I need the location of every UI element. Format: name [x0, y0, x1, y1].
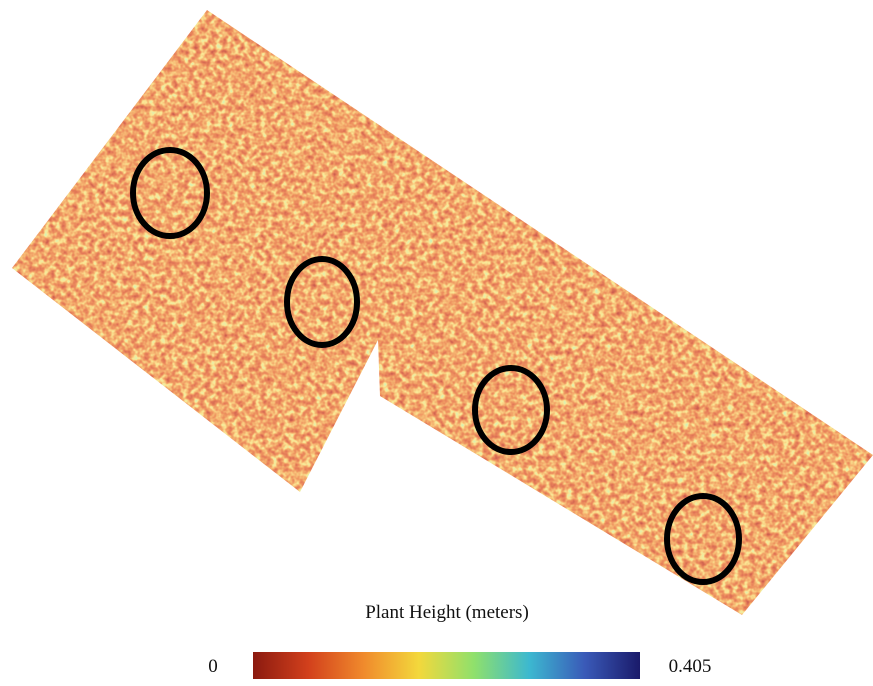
- colorbar-title: Plant Height (meters): [365, 602, 529, 623]
- map: Plant Height (meters) 0 0.405: [0, 0, 873, 681]
- field-raster: [12, 10, 873, 615]
- page: {"colorbar": {"title": "Plant Height (me…: [0, 0, 873, 681]
- colorbar-max-label: 0.405: [669, 656, 712, 677]
- colorbar: [253, 652, 640, 679]
- colorbar-min-label: 0: [208, 656, 218, 677]
